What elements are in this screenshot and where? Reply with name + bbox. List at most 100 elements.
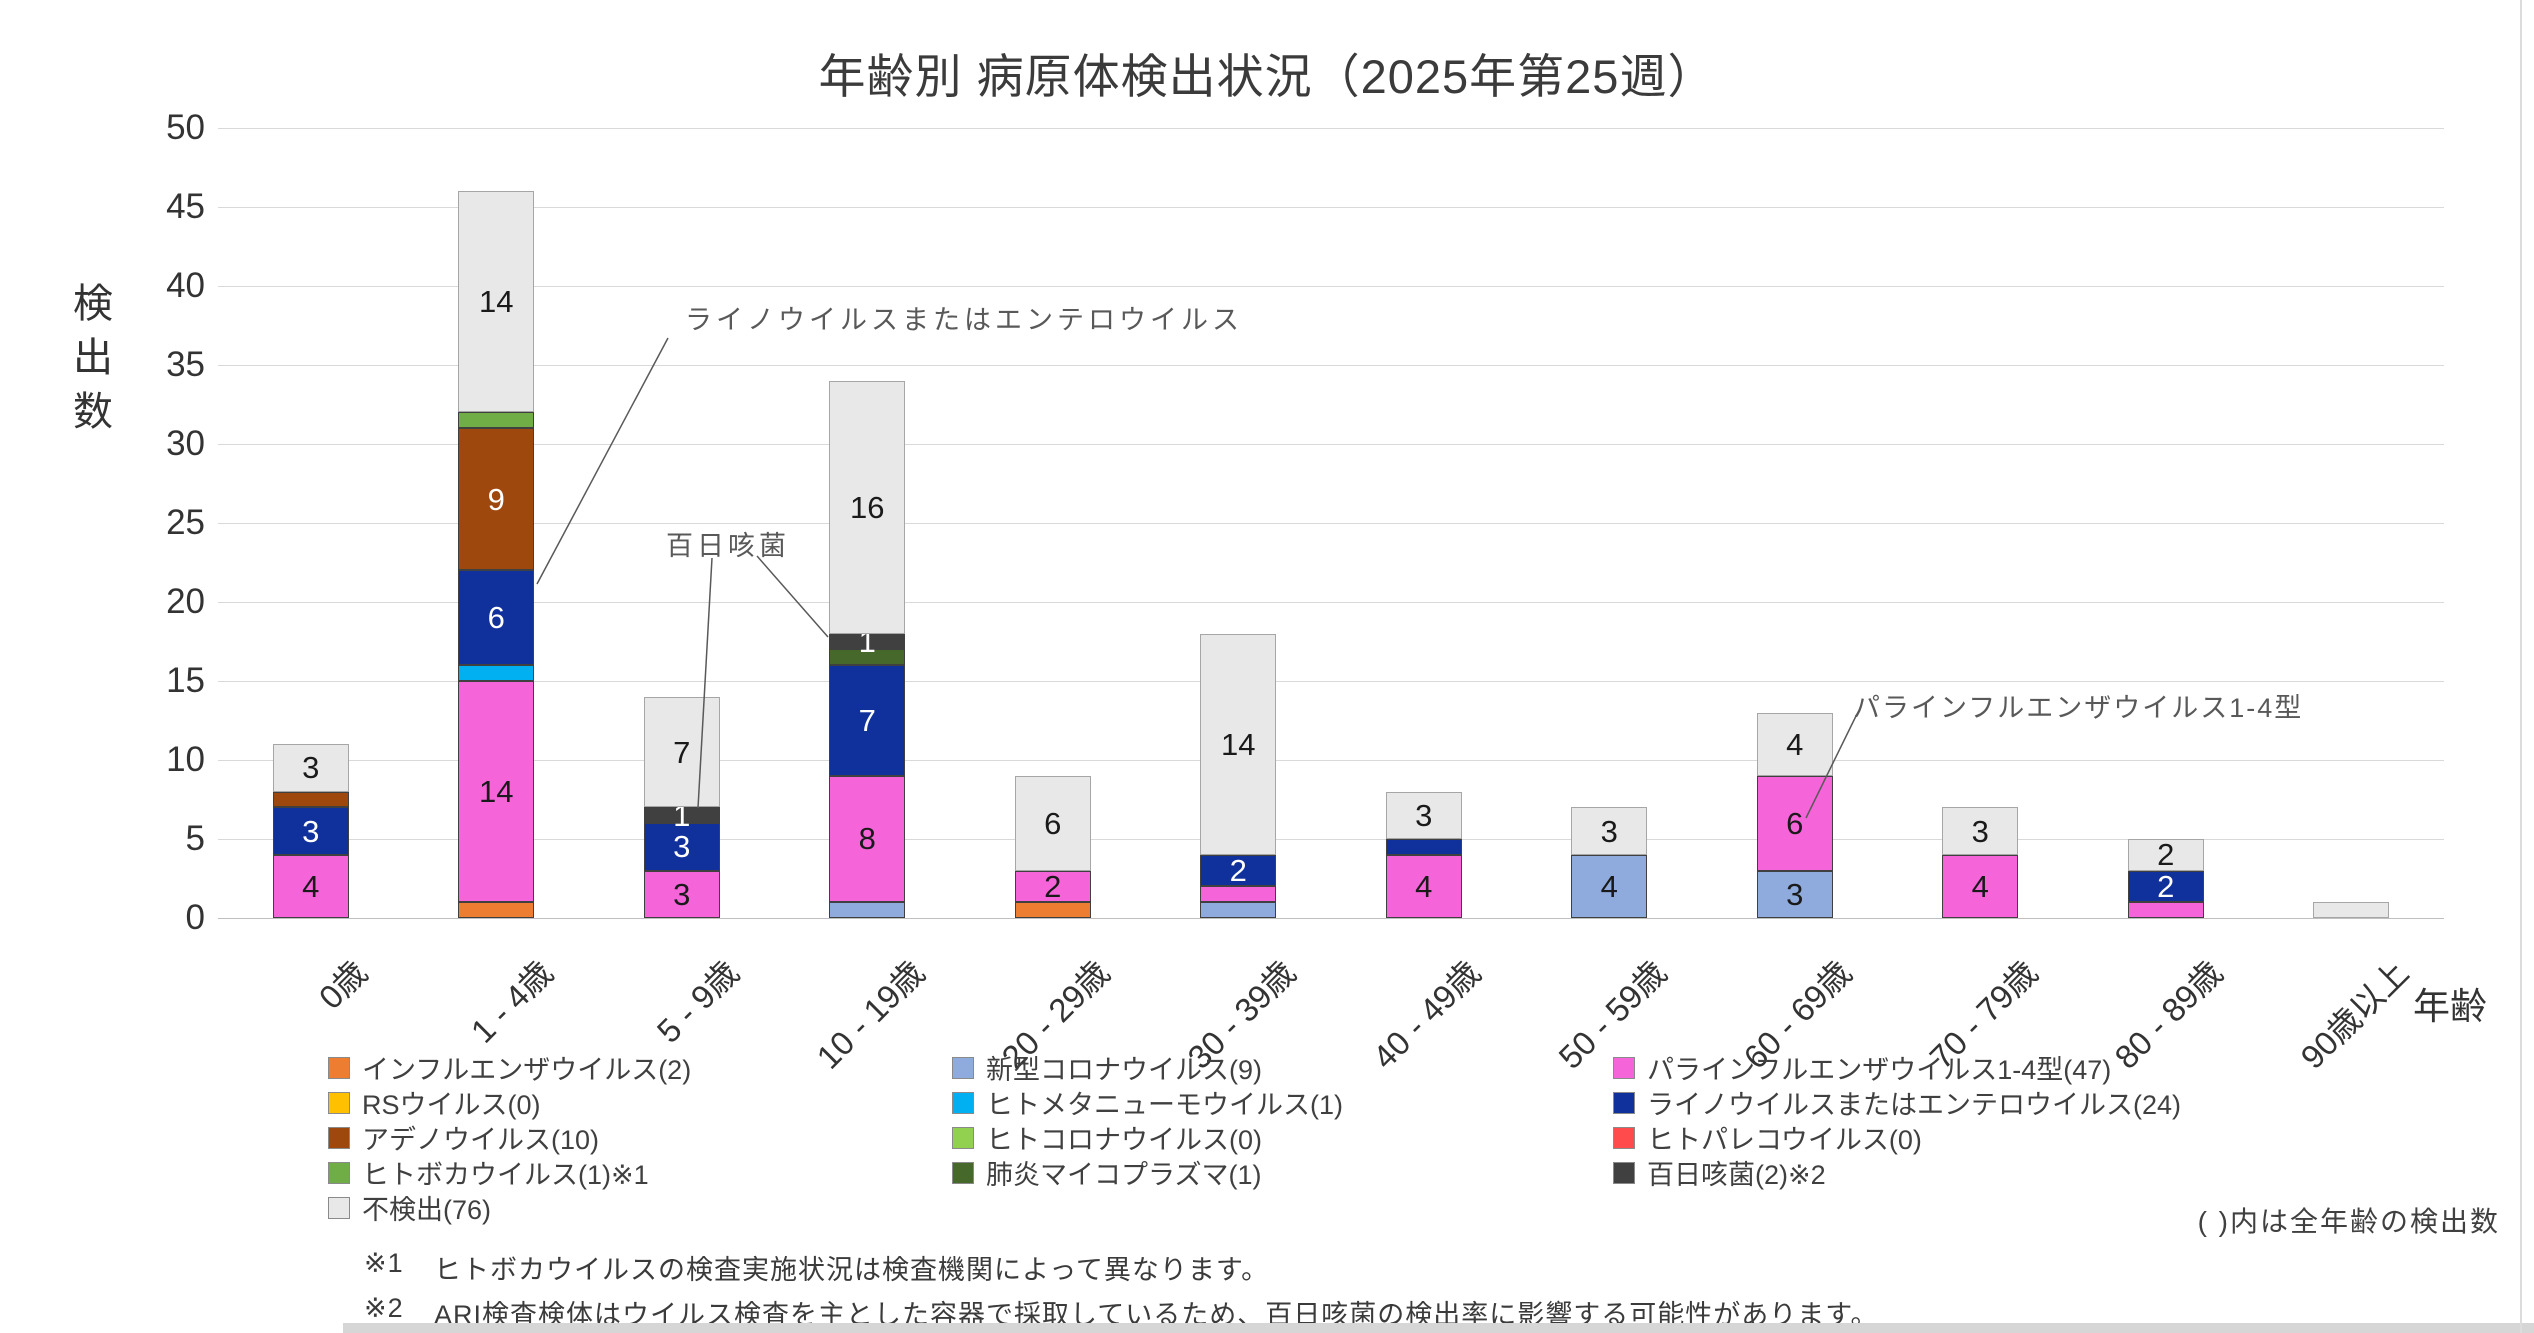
bar-segment [458, 902, 535, 918]
y-tick-label: 0 [185, 898, 205, 937]
bar-value-label: 7 [673, 734, 691, 770]
bar-value-label: 14 [1221, 726, 1256, 762]
bar-value-label: 7 [858, 702, 876, 738]
footnote-1-text: ヒトボカウイルスの検査実施状況は検査機関によって異なります。 [434, 1255, 1270, 1285]
bar-value-label: 14 [479, 774, 514, 810]
bar-value-label: 6 [487, 600, 505, 636]
legend-item: ヒトコロナウイルス(0) [952, 1120, 1343, 1155]
legend-item: パラインフルエンザウイルス1-4型(47) [1613, 1050, 2181, 1085]
bar-segment: 9 [458, 428, 535, 571]
bar-value-label: 2 [1044, 868, 1062, 904]
bar-segment: 14 [458, 191, 535, 413]
legend-swatch [328, 1091, 350, 1114]
bar-segment: 2 [2127, 870, 2204, 903]
y-tick-label: 5 [185, 819, 205, 858]
bar-segment [1385, 839, 1462, 855]
legend-label: パラインフルエンザウイルス1-4型(47) [1647, 1055, 2112, 1085]
bar-value-label: 16 [850, 489, 885, 525]
y-tick-label: 25 [166, 503, 205, 542]
bar-value-label: 2 [1229, 853, 1247, 889]
gridline [218, 602, 2444, 603]
bar-value-label: 3 [673, 829, 691, 865]
legend-swatch [1613, 1091, 1635, 1114]
x-axis-baseline [218, 918, 2444, 919]
legend-swatch [328, 1196, 350, 1219]
bar-value-label: 4 [1600, 868, 1618, 904]
bar-value-label: 14 [479, 284, 514, 320]
bar-segment: 1 [829, 626, 906, 657]
annotation-rhino-entero: ライノウイルスまたはエンテロウイルス [685, 305, 1243, 335]
gridline [218, 207, 2444, 208]
screen-right-edge [2520, 0, 2522, 1333]
legend-swatch [952, 1091, 974, 1114]
chart-title: 年齢別 病原体検出状況（2025年第25週） [818, 50, 1716, 103]
legend-label: ヒトコロナウイルス(0) [986, 1125, 1262, 1155]
footnote-1-marker: ※1 [364, 1248, 404, 1278]
bar-segment: 3 [643, 870, 720, 918]
legend-item: RSウイルス(0) [328, 1085, 691, 1120]
bar-value-label: 8 [858, 821, 876, 857]
bar-segment [2313, 902, 2390, 918]
bar-segment [272, 791, 349, 808]
bar-value-label: 6 [1786, 805, 1804, 841]
legend-label: ライノウイルスまたはエンテロウイルス(24) [1647, 1090, 2182, 1120]
legend-label: アデノウイルス(10) [362, 1125, 600, 1155]
leader-line-rhino-entero [536, 337, 669, 585]
bar-segment [2127, 902, 2204, 918]
bar-value-label: 4 [1971, 868, 1989, 904]
legend-item: 新型コロナウイルス(9) [952, 1050, 1343, 1085]
bar-segment: 3 [1385, 791, 1462, 839]
legend-item: インフルエンザウイルス(2) [328, 1050, 691, 1085]
bar-value-label: 9 [487, 481, 505, 517]
legend-swatch [952, 1056, 974, 1079]
gridline [218, 523, 2444, 524]
bar-segment: 3 [1571, 807, 1648, 855]
legend-column-1: インフルエンザウイルス(2) RSウイルス(0) アデノウイルス(10) ヒトボカウイ… [328, 1050, 691, 1225]
bar-segment [1014, 902, 1091, 918]
bar-value-label: 4 [1786, 726, 1804, 762]
bar-segment: 4 [272, 854, 349, 918]
legend-label: ヒトパレコウイルス(0) [1647, 1125, 1922, 1155]
bar-segment [1200, 886, 1277, 903]
gridline [218, 365, 2444, 366]
footnotes: ※1 ヒトボカウイルスの検査実施状況は検査機関によって異なります。 ※2 ARI… [364, 1248, 1879, 1333]
y-tick-label: 45 [166, 187, 205, 226]
legend-item: ヒトメタニューモウイルス(1) [952, 1085, 1343, 1120]
bar-segment: 2 [2127, 837, 2204, 873]
annotation-parainfluenza: パラインフルエンザウイルス1-4型 [1853, 693, 2304, 723]
legend-label: 不検出(76) [362, 1195, 492, 1225]
bar-value-label: 6 [1044, 805, 1062, 841]
legend-swatch [952, 1161, 974, 1184]
legend-item: ライノウイルスまたはエンテロウイルス(24) [1613, 1085, 2181, 1120]
legend-item: ヒトパレコウイルス(0) [1613, 1120, 2181, 1155]
legend-column-2: 新型コロナウイルス(9) ヒトメタニューモウイルス(1) ヒトコロナウイルス(0) 肺… [952, 1050, 1343, 1190]
bar-segment: 14 [458, 681, 535, 903]
bar-segment: 2 [1200, 853, 1277, 889]
bar-segment: 3 [272, 744, 349, 792]
bar-segment: 2 [1014, 868, 1091, 904]
bar-value-label: 3 [302, 813, 320, 849]
bar-value-label: 1 [673, 797, 691, 833]
y-tick-label: 35 [166, 345, 205, 384]
bar-value-label: 4 [302, 868, 320, 904]
gridline [218, 839, 2444, 840]
legend-item: アデノウイルス(10) [328, 1120, 691, 1155]
bar-value-label: 2 [2157, 837, 2175, 873]
legend-swatch [1613, 1161, 1635, 1184]
bar-segment: 1 [643, 800, 720, 831]
y-tick-label: 15 [166, 661, 205, 700]
bar-segment [1200, 902, 1277, 918]
screen-bottom-edge [343, 1323, 2534, 1333]
bar-value-label: 3 [1971, 813, 1989, 849]
bar-value-label: 3 [1415, 797, 1433, 833]
gridline [218, 760, 2444, 761]
bar-segment: 8 [829, 775, 906, 903]
x-axis-title: 年齢 [2413, 986, 2487, 1027]
y-axis-title: 検出数 [67, 282, 111, 444]
bar-segment: 6 [458, 570, 535, 666]
leader-line-pertussis-right [756, 555, 829, 638]
y-tick-label: 30 [166, 424, 205, 463]
legend-swatch [952, 1126, 974, 1149]
